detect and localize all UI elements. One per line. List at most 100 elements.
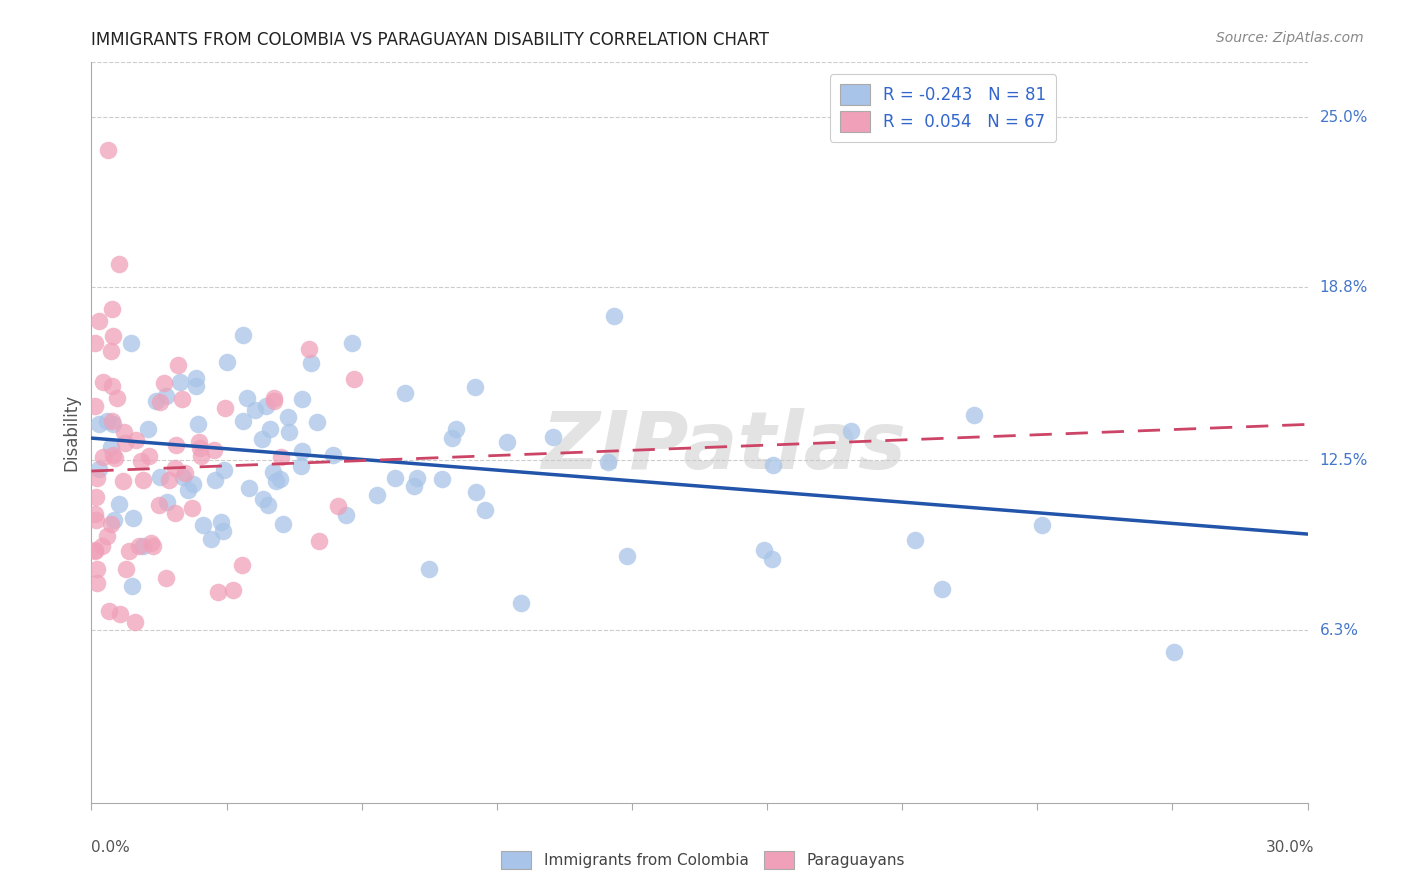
Text: 30.0%: 30.0% (1267, 840, 1315, 855)
Point (474, 502, 496, 516)
Point (904, 533, 927, 547)
Point (222, 583, 245, 598)
Point (91, 450, 114, 465)
Point (440, 431, 463, 445)
Point (124, 615, 146, 629)
Point (290, 458, 312, 473)
Point (96, 414, 118, 428)
Point (169, 376, 191, 390)
Point (157, 473, 180, 487)
Point (603, 309, 626, 323)
Point (464, 379, 486, 393)
Point (132, 473, 155, 487)
Point (84, 543, 107, 558)
Point (187, 417, 209, 431)
Point (93, 375, 115, 389)
Point (84, 491, 107, 505)
Point (89, 417, 111, 432)
Point (84, 544, 107, 558)
Point (291, 444, 314, 458)
Point (89, 462, 111, 476)
Point (103, 513, 125, 527)
Point (98, 604, 121, 618)
Point (406, 471, 429, 485)
Text: ZIPatlas: ZIPatlas (541, 409, 907, 486)
Point (190, 441, 212, 455)
Point (430, 472, 453, 486)
Point (177, 483, 200, 498)
Point (256, 498, 278, 512)
Point (186, 371, 208, 385)
Point (254, 399, 277, 413)
Point (204, 473, 226, 487)
Point (84, 400, 107, 414)
Point (207, 585, 229, 599)
Point (100, 516, 122, 531)
Text: 0.0%: 0.0% (91, 840, 131, 855)
Point (136, 422, 159, 436)
Point (262, 465, 284, 479)
Point (298, 342, 321, 356)
Point (101, 329, 124, 343)
Point (271, 517, 294, 532)
Point (100, 343, 122, 358)
Point (91, 539, 114, 553)
Text: 25.0%: 25.0% (1320, 110, 1368, 125)
Point (129, 454, 152, 468)
Point (238, 481, 260, 495)
Point (84, 513, 107, 527)
Point (105, 391, 128, 405)
Point (163, 460, 186, 475)
Point (366, 488, 388, 502)
Point (616, 549, 638, 563)
Y-axis label: Disability: Disability (62, 394, 80, 471)
Point (86, 562, 108, 576)
Point (155, 389, 177, 403)
Point (394, 386, 416, 401)
Point (142, 539, 165, 553)
Point (211, 524, 233, 538)
Point (252, 491, 274, 506)
Point (100, 440, 122, 454)
Point (167, 358, 190, 372)
Point (101, 302, 124, 317)
Point (101, 417, 124, 432)
Point (115, 562, 138, 576)
Point (236, 391, 259, 405)
Point (114, 436, 136, 450)
Point (495, 434, 517, 449)
Point (1163, 645, 1185, 659)
Point (231, 558, 253, 573)
Point (596, 455, 619, 469)
Point (322, 448, 344, 462)
Point (108, 497, 131, 511)
Point (112, 425, 135, 439)
Point (839, 424, 862, 438)
Point (308, 534, 330, 549)
Point (263, 393, 285, 408)
Point (250, 433, 273, 447)
Point (172, 392, 194, 406)
Point (200, 532, 222, 546)
Point (269, 472, 291, 486)
Point (138, 450, 160, 464)
Legend: R = -0.243   N = 81, R =  0.054   N = 67: R = -0.243 N = 81, R = 0.054 N = 67 (830, 74, 1056, 142)
Point (118, 544, 141, 558)
Point (335, 508, 357, 522)
Point (291, 392, 314, 406)
Point (122, 510, 145, 524)
Point (1031, 518, 1053, 533)
Text: IMMIGRANTS FROM COLOMBIA VS PARAGUAYAN DISABILITY CORRELATION CHART: IMMIGRANTS FROM COLOMBIA VS PARAGUAYAN D… (91, 31, 769, 49)
Point (384, 471, 406, 485)
Point (277, 410, 299, 425)
Point (214, 401, 236, 415)
Point (217, 355, 239, 369)
Point (101, 414, 124, 428)
Point (125, 433, 148, 447)
Point (188, 434, 211, 449)
Point (510, 596, 533, 610)
Point (149, 394, 172, 409)
Point (191, 518, 214, 533)
Point (97, 143, 120, 157)
Point (172, 469, 194, 483)
